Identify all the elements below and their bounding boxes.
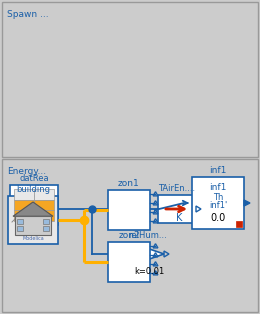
Text: inf1: inf1 [209,166,227,175]
Bar [43,219,49,224]
Polygon shape [132,243,164,265]
Text: inf1': inf1' [209,201,227,210]
Bar [8,196,58,244]
Polygon shape [13,202,53,216]
Text: K: K [176,213,182,223]
Bar [2,159,258,312]
Text: inf1: inf1 [209,183,227,192]
Text: zon2: zon2 [118,231,140,240]
Text: Th: Th [213,193,223,202]
Bar [158,195,196,223]
Bar [17,219,23,224]
Text: k=0.01: k=0.01 [134,267,164,276]
Bar [192,177,244,229]
Text: Spawn ...: Spawn ... [7,10,49,19]
Bar [236,221,242,227]
Text: building: building [16,185,50,194]
Polygon shape [244,200,250,206]
Bar [14,200,34,210]
Text: TAirEn....: TAirEn.... [158,184,196,193]
Bar [2,2,258,157]
Bar [108,190,150,230]
Text: Modelica: Modelica [22,236,44,241]
Bar [34,210,54,221]
Bar [34,200,54,210]
Bar [43,226,49,231]
Bar [15,216,51,235]
Bar [14,189,34,200]
Bar [10,185,58,225]
Text: Energy...: Energy... [7,167,46,176]
Bar [14,210,34,221]
Bar [17,226,23,231]
Text: datRea: datRea [19,174,49,183]
Text: zon1: zon1 [118,179,140,188]
Bar [108,242,150,282]
Text: 0.0: 0.0 [210,213,226,223]
Text: relHum...: relHum... [129,231,167,240]
Bar [34,189,54,200]
